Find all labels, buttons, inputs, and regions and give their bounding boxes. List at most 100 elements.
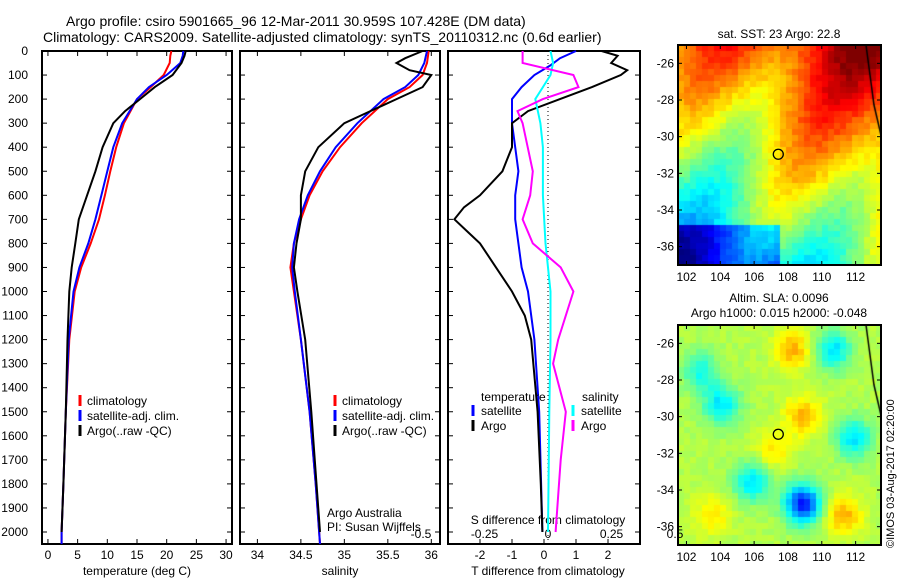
credit-argo-australia: Argo Australia [327,506,402,520]
depth-tick-label: 2000 [1,525,28,539]
map-frame [677,324,882,546]
map-lon-label: 106 [744,550,764,564]
legend-label: Argo [581,419,607,433]
salinity-satellite-adj-clim--line [291,50,428,545]
depth-tick-label: 1300 [1,357,28,371]
sal-axis-label: salinity [322,564,359,578]
depth-tick-label: 500 [8,164,28,178]
temp-tick-label: 20 [160,548,174,562]
depth-tick-label: 300 [8,116,28,130]
sdiff-tick-label: -0.5 [411,527,432,541]
map-lon-label: 112 [846,270,865,284]
map-lat-label: -26 [657,56,675,70]
sdiff-tick-label: -0.25 [471,527,499,541]
depth-tick-label: 800 [8,236,28,250]
sal-tick-label: 34.5 [289,548,313,562]
map-lon-label: 104 [710,270,730,284]
map-lat-label: -36 [657,240,675,254]
temp-tick-label: 10 [101,548,115,562]
map-lon-label: 108 [778,270,798,284]
tdiff-tick-label: -2 [475,548,486,562]
legend-label: Argo(..raw -QC) [342,424,427,438]
depth-tick-label: 1700 [1,453,28,467]
temperature-satellite-adj-clim--line [60,50,185,544]
tdiff-tick-label: 2 [605,548,612,562]
map-lat-label: -32 [657,166,675,180]
map-lon-label: 112 [846,550,865,564]
sal-tick-label: 36 [425,548,439,562]
diff-t-satellite-line [511,50,577,533]
depth-tick-label: 1600 [1,429,28,443]
tdiff-tick-label: -1 [507,548,518,562]
temp-tick-label: 30 [219,548,233,562]
panel-frame-1 [239,50,441,545]
depth-tick-label: 1200 [1,333,28,347]
legend-label: climatology [342,394,402,408]
legend-label: satellite-adj. clim. [342,409,434,423]
map-lat-label: -34 [657,483,675,497]
sdiff-tick-label: 0 [545,527,552,541]
depth-tick-label: 600 [8,188,28,202]
argo-position-marker [772,148,784,160]
map-frame [677,44,882,266]
diff-s-argo-line [516,51,580,533]
map-lat-label: -30 [657,410,675,424]
panel-frame-2 [447,50,641,545]
legend-label: climatology [87,394,147,408]
legend-label: satellite [481,404,522,418]
depth-tick-label: 1800 [1,477,28,491]
temperature-climatology-line [60,50,173,544]
map-lon-label: 104 [710,550,730,564]
depth-tick-label: 0 [21,44,28,58]
map-lat-label: -28 [657,93,675,107]
sla-map-image [678,325,881,545]
map-lon-label: 110 [812,270,831,284]
map-lat-label: -28 [657,373,675,387]
panel-frame-0 [41,50,233,545]
legend-label: satellite-adj. clim. [87,409,179,423]
sla-argo-heights: Argo h1000: 0.015 h2000: -0.048 [691,306,867,320]
sal-tick-label: 34 [251,548,265,562]
legend-label: Argo(..raw -QC) [87,424,172,438]
temperature-argo-raw-qc--line [60,50,187,533]
temp-tick-label: 15 [130,548,144,562]
sal-tick-label: 35 [338,548,352,562]
depth-tick-label: 1100 [2,309,28,323]
temp-tick-label: 25 [190,548,204,562]
diff-t-argo-line [453,50,630,533]
title-line1: Argo profile: csiro 5901665_96 12-Mar-20… [66,13,526,29]
map-lon-label: 108 [778,550,798,564]
map-lon-label: 102 [676,550,696,564]
map-lon-label: 102 [676,270,696,284]
imos-credit: ©IMOS 03-Aug-2017 02:20:00 [885,399,897,548]
legend-title-salinity: salinity [582,390,619,404]
depth-tick-label: 700 [8,212,28,226]
legend-label: satellite [581,404,622,418]
depth-tick-label: 400 [8,140,28,154]
map-lat-label: -36 [657,520,675,534]
salinity-climatology-line [289,50,430,545]
legend-title-temperature: temperature [481,390,546,404]
depth-tick-label: 200 [8,92,28,106]
map-lat-label: -26 [657,336,675,350]
salinity-argo-raw-qc--line [292,50,433,533]
sdiff-tick-label: 0.25 [600,527,624,541]
map-lon-label: 106 [744,270,764,284]
map-lat-label: -32 [657,446,675,460]
map-lat-label: -30 [657,130,675,144]
title-line2: Climatology: CARS2009. Satellite-adjuste… [43,29,602,45]
argo-position-marker [772,428,784,440]
tdiff-tick-label: 0 [541,548,548,562]
sst-map-image [678,45,881,265]
depth-tick-label: 900 [8,260,28,274]
tdiff-axis-label: T difference from climatology [471,564,625,578]
sst-map-title: sat. SST: 23 Argo: 22.8 [718,27,841,41]
depth-tick-label: 1000 [1,285,28,299]
map-lat-label: -34 [657,203,675,217]
depth-tick-label: 1400 [1,381,28,395]
depth-tick-label: 100 [8,68,28,82]
diff-s-satellite-line [534,50,555,533]
temp-tick-label: 5 [74,548,81,562]
